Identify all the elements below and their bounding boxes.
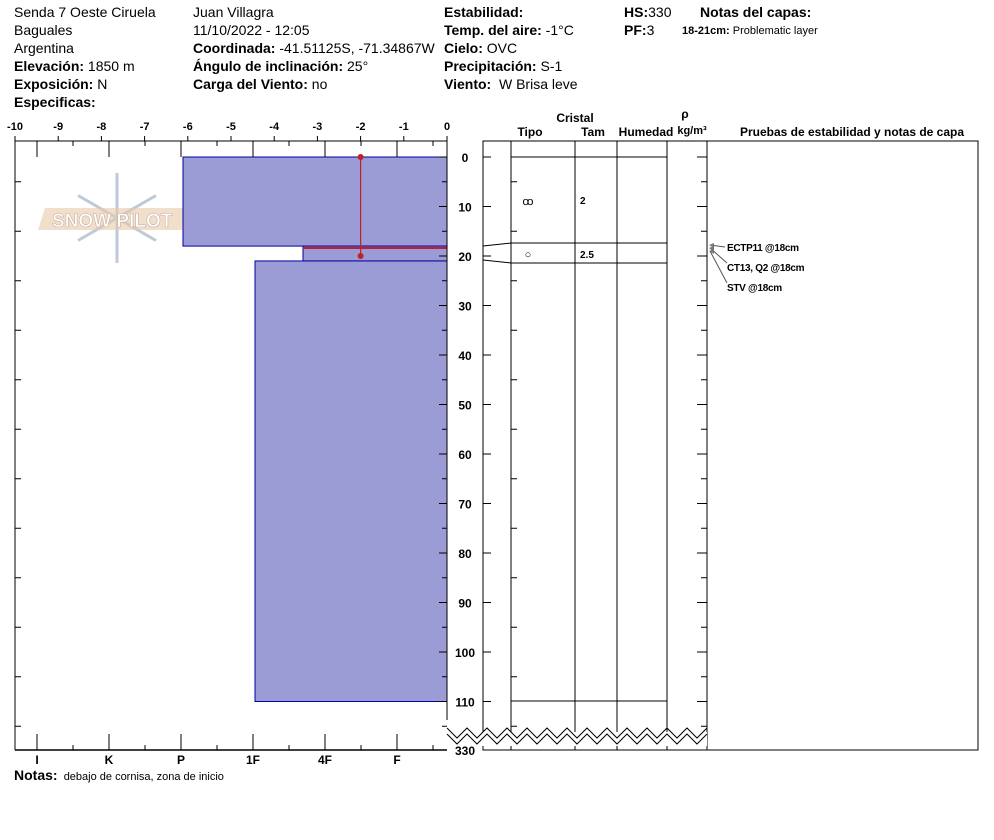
depth-label: 330 xyxy=(455,744,475,758)
depth-label: 50 xyxy=(458,399,472,413)
country: Argentina xyxy=(14,40,74,56)
depth-label: 20 xyxy=(458,250,472,264)
moisture-header: Humedad xyxy=(619,125,674,139)
hardness-label: I xyxy=(35,753,38,767)
sky: Cielo: OVC xyxy=(444,39,518,57)
wind-loading: Carga del Viento: no xyxy=(193,76,328,92)
logo-text: SNOW PILOT xyxy=(52,211,173,232)
hardness-label: F xyxy=(393,753,400,767)
temp-tick-label: -4 xyxy=(269,121,280,133)
crystal-header: Cristal xyxy=(556,111,593,125)
coordinates: Coordinada: -41.51125S, -71.34867W xyxy=(193,40,435,56)
logo-banner xyxy=(38,208,195,230)
elevation: Elevación: 1850 m xyxy=(14,58,135,74)
crystal-size: 2 xyxy=(580,196,586,207)
temp-tick-label: -5 xyxy=(226,121,236,133)
layer-table xyxy=(482,140,979,751)
depth-label: 100 xyxy=(455,646,475,660)
temp-tick-label: -8 xyxy=(97,121,107,133)
temperature-point xyxy=(357,154,364,160)
depth-label: 90 xyxy=(458,597,472,611)
slope-angle: Ángulo de inclinación: 25° xyxy=(193,58,369,74)
crystal-size: 2.5 xyxy=(580,250,594,261)
temp-tick-label: 0 xyxy=(444,121,450,133)
region: Baguales xyxy=(14,22,73,38)
layer-connector xyxy=(482,242,512,247)
arrow-head-icon xyxy=(709,249,714,254)
density-unit-header: kg/m³ xyxy=(677,125,707,137)
temp-tick-label: -7 xyxy=(140,121,150,133)
temp-tick-label: -10 xyxy=(7,121,23,133)
datetime: 11/10/2022 - 12:05 xyxy=(193,22,310,38)
hardness-label: K xyxy=(105,753,114,767)
pf: PF:3 xyxy=(624,22,655,38)
stability-test-result: STV @18cm xyxy=(727,283,782,294)
stability-test-result: ECTP11 @18cm xyxy=(727,243,799,254)
aspect: Exposición: N xyxy=(14,76,108,92)
hardness-layer-2 xyxy=(254,260,448,702)
wind: Viento: W Brisa leve xyxy=(444,76,578,92)
temp-tick-label: -3 xyxy=(313,121,323,133)
size-header: Tam xyxy=(581,125,605,139)
depth-label: 60 xyxy=(458,448,472,462)
temp-tick-label: -2 xyxy=(356,121,366,133)
temperature-point xyxy=(357,253,364,259)
rho-header: ρ xyxy=(681,107,688,121)
observer: Juan Villagra xyxy=(193,4,274,20)
temp-tick-label: -9 xyxy=(53,121,63,133)
depth-label: 40 xyxy=(458,349,472,363)
depth-label: 80 xyxy=(458,547,472,561)
location: Senda 7 Oeste Ciruela xyxy=(14,4,156,20)
temp-tick-label: -6 xyxy=(183,121,193,133)
tests-header: Pruebas de estabilidad y notas de capa xyxy=(740,125,964,139)
depth-label: 110 xyxy=(455,696,475,710)
hardness-label: 4F xyxy=(318,753,332,767)
hardness-layer-0 xyxy=(182,156,448,247)
crystal-type-symbol: ○ xyxy=(525,249,532,261)
notes: Notas: debajo de cornisa, zona de inicio xyxy=(14,767,224,783)
stability-label: Estabilidad: xyxy=(444,4,524,20)
type-header: Tipo xyxy=(517,125,542,139)
hardness-label: 1F xyxy=(246,753,260,767)
depth-label: 70 xyxy=(458,498,472,512)
layer-connector xyxy=(482,259,512,264)
precipitation: Precipitación: S-1 xyxy=(444,58,563,74)
hardness-label: P xyxy=(177,753,185,767)
temp-tick-label: -1 xyxy=(399,121,409,133)
depth-break-zigzag xyxy=(446,727,708,739)
stability-test-result: CT13, Q2 @18cm xyxy=(727,263,805,274)
depth-label: 30 xyxy=(458,300,472,314)
test-arrow xyxy=(709,250,728,284)
air-temp: Temp. del aire: -1°C xyxy=(444,22,574,38)
depth-label: 0 xyxy=(462,151,469,165)
layer-note: 18-21cm: Problematic layer xyxy=(682,25,818,37)
layer-notes-label: Notas del capas: xyxy=(700,4,812,20)
hs: HS:330 xyxy=(624,4,672,20)
depth-label: 10 xyxy=(458,201,472,215)
depth-break-zigzag xyxy=(446,733,708,745)
crystal-type-symbol: ꝏ xyxy=(522,196,533,208)
specifics-label: Especificas: xyxy=(14,94,96,110)
break-mask xyxy=(447,732,707,746)
